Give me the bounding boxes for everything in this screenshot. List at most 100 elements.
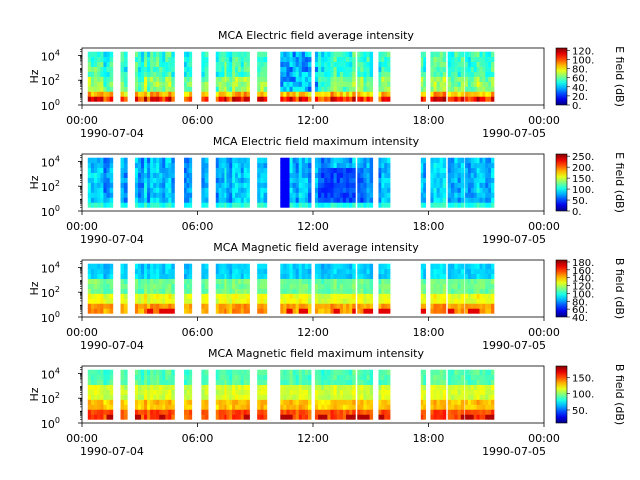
spectrogram-cell xyxy=(243,51,247,58)
spectrogram-cell xyxy=(473,172,478,178)
spectrogram-cell xyxy=(491,96,495,102)
spectrogram-cell xyxy=(318,278,322,284)
spectrogram-cell xyxy=(87,369,92,376)
spectrogram-cell xyxy=(171,197,175,203)
spectrogram-cell xyxy=(442,379,447,385)
spectrogram-cell xyxy=(189,76,193,82)
spectrogram-cell xyxy=(451,51,455,58)
spectrogram-cell xyxy=(134,96,139,102)
spectrogram-cell xyxy=(339,263,344,270)
spectrogram-cell xyxy=(103,81,107,87)
spectrogram-cell xyxy=(232,374,236,381)
spectrogram-cell xyxy=(235,81,239,87)
spectrogram-cell xyxy=(204,61,209,67)
spectrogram-cell xyxy=(451,283,455,289)
spectrogram-cell xyxy=(479,374,483,381)
spectrogram-cell xyxy=(423,192,427,198)
spectrogram-cell xyxy=(224,96,228,102)
spectrogram-cell xyxy=(289,157,293,164)
spectrogram-cell xyxy=(147,404,151,410)
spectrogram-cell xyxy=(357,96,361,102)
spectrogram-cell xyxy=(221,404,225,410)
spectrogram-cell xyxy=(387,399,391,405)
spectrogram-cell xyxy=(292,61,297,67)
spectrogram-cell xyxy=(94,404,98,410)
spectrogram-cell xyxy=(366,273,370,279)
spectrogram-cell xyxy=(87,399,92,405)
spectrogram-cell xyxy=(387,288,391,294)
spectrogram-cell xyxy=(218,409,222,415)
spectrogram-cell xyxy=(318,268,322,275)
spectrogram-cell xyxy=(308,187,312,193)
spectrogram-cell xyxy=(215,399,220,405)
spectrogram-cell xyxy=(237,409,242,415)
spectrogram-cell xyxy=(240,192,245,198)
spectrogram-cell xyxy=(189,288,193,294)
spectrogram-cell xyxy=(221,182,225,188)
spectrogram-cell xyxy=(301,409,306,415)
spectrogram-cell xyxy=(298,167,303,173)
spectrogram-cell xyxy=(308,202,312,208)
spectrogram-cell xyxy=(94,374,98,381)
spectrogram-cell xyxy=(369,303,374,309)
spectrogram-cell xyxy=(224,197,228,203)
spectrogram-cell xyxy=(156,389,160,395)
spectrogram-cell xyxy=(134,86,139,92)
spectrogram-cell xyxy=(283,278,287,284)
spectrogram-cell xyxy=(257,71,261,77)
spectrogram-cell xyxy=(289,182,293,188)
spectrogram-cell xyxy=(235,278,239,284)
spectrogram-cell xyxy=(384,177,388,183)
spectrogram-cell xyxy=(283,56,287,63)
spectrogram-cell xyxy=(171,414,175,420)
spectrogram-cell xyxy=(363,187,367,193)
spectrogram-cell xyxy=(292,91,297,97)
spectrogram-cell xyxy=(436,56,441,63)
colorbar-tick-label: 20. xyxy=(572,92,588,103)
spectrogram-cell xyxy=(184,399,187,405)
spectrogram-cell xyxy=(321,96,325,102)
spectrogram-cell xyxy=(387,86,391,92)
spectrogram-cell xyxy=(286,404,290,410)
spectrogram-cell xyxy=(476,374,480,381)
spectrogram-cell xyxy=(283,384,287,390)
spectrogram-cell xyxy=(144,374,148,381)
spectrogram-cell xyxy=(352,197,356,203)
spectrogram-cell xyxy=(304,162,309,169)
spectrogram-cell xyxy=(221,384,225,390)
x-tick-label: 00:00 xyxy=(66,220,98,233)
spectrogram-cell xyxy=(465,81,469,87)
spectrogram-cell xyxy=(286,409,290,415)
spectrogram-cell xyxy=(336,399,341,405)
spectrogram-cell xyxy=(473,187,478,193)
spectrogram-cell xyxy=(482,278,486,284)
spectrogram-cell xyxy=(162,172,166,178)
spectrogram-cell xyxy=(491,283,495,289)
spectrogram-cell xyxy=(324,66,328,72)
spectrogram-cell xyxy=(87,172,92,178)
spectrogram-cell xyxy=(260,298,264,304)
spectrogram-cell xyxy=(342,409,347,415)
spectrogram-cell xyxy=(224,172,228,178)
spectrogram-cell xyxy=(436,162,441,169)
spectrogram-cell xyxy=(366,56,370,63)
spectrogram-cell xyxy=(470,91,475,97)
spectrogram-cell xyxy=(298,414,303,420)
spectrogram-cell xyxy=(141,273,145,279)
spectrogram-cell xyxy=(201,298,206,304)
spectrogram-cell xyxy=(295,288,300,294)
spectrogram-cell xyxy=(168,86,172,92)
spectrogram-cell xyxy=(171,379,175,385)
spectrogram-cell xyxy=(451,162,455,169)
spectrogram-cell xyxy=(103,76,107,82)
spectrogram-cell xyxy=(87,308,92,314)
spectrogram-cell xyxy=(324,303,328,309)
spectrogram-cell xyxy=(235,379,239,385)
spectrogram-cell xyxy=(308,177,312,183)
spectrogram-cell xyxy=(240,162,245,169)
spectrogram-cell xyxy=(100,167,104,173)
spectrogram-cell xyxy=(295,303,300,309)
spectrogram-cell xyxy=(90,182,95,188)
spectrogram-cell xyxy=(153,374,157,381)
spectrogram-cell xyxy=(442,303,447,309)
